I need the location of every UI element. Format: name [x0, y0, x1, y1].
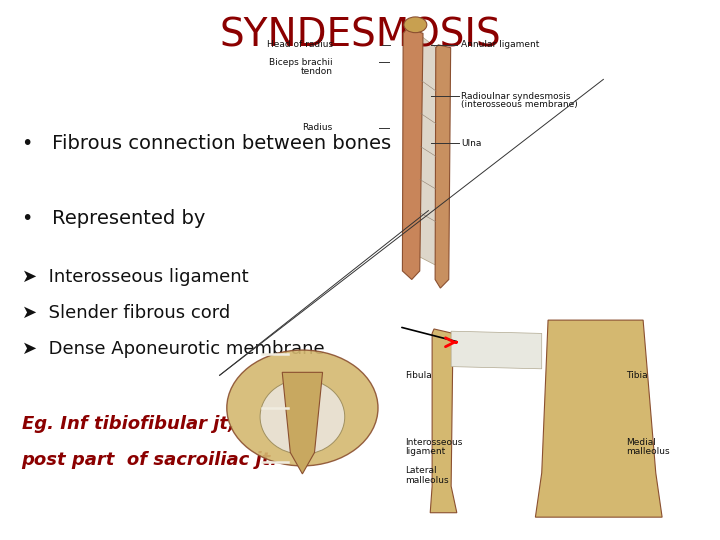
Polygon shape — [282, 373, 323, 474]
Text: Annular ligament: Annular ligament — [461, 40, 539, 49]
Text: Fibula: Fibula — [405, 371, 431, 380]
Text: malleolus: malleolus — [626, 448, 670, 456]
Text: Radius: Radius — [302, 124, 333, 132]
Text: post part  of sacroiliac jt.: post part of sacroiliac jt. — [22, 451, 278, 469]
Text: (interosseous membrane): (interosseous membrane) — [461, 100, 577, 109]
Text: Radioulnar syndesmosis: Radioulnar syndesmosis — [461, 92, 570, 100]
Text: SYNDESMOSIS: SYNDESMOSIS — [219, 16, 501, 54]
Text: Biceps brachii: Biceps brachii — [269, 58, 333, 66]
Polygon shape — [402, 28, 423, 280]
Text: Medial: Medial — [626, 438, 656, 447]
Polygon shape — [451, 331, 541, 369]
Text: Lateral: Lateral — [405, 467, 436, 475]
Polygon shape — [435, 45, 451, 288]
Text: Ulna: Ulna — [461, 139, 481, 147]
Ellipse shape — [260, 380, 345, 454]
Text: •   Represented by: • Represented by — [22, 209, 205, 228]
Text: Eg. Inf tibiofibular jt,: Eg. Inf tibiofibular jt, — [22, 415, 235, 433]
Text: Interosseous: Interosseous — [405, 438, 462, 447]
Text: ➤  Interosseous ligament: ➤ Interosseous ligament — [22, 268, 248, 286]
Text: malleolus: malleolus — [405, 476, 449, 484]
Text: tendon: tendon — [301, 67, 333, 76]
Text: ligament: ligament — [405, 448, 445, 456]
Text: •   Fibrous connection between bones: • Fibrous connection between bones — [22, 133, 391, 153]
Ellipse shape — [404, 17, 427, 32]
Polygon shape — [419, 36, 436, 265]
Polygon shape — [431, 329, 456, 513]
Ellipse shape — [227, 350, 378, 466]
Text: Head of radius: Head of radius — [266, 40, 333, 49]
Text: ➤  Dense Aponeurotic membrane: ➤ Dense Aponeurotic membrane — [22, 340, 324, 359]
Polygon shape — [536, 320, 662, 517]
Text: ➤  Slender fibrous cord: ➤ Slender fibrous cord — [22, 304, 230, 322]
Text: Tibia: Tibia — [626, 371, 648, 380]
